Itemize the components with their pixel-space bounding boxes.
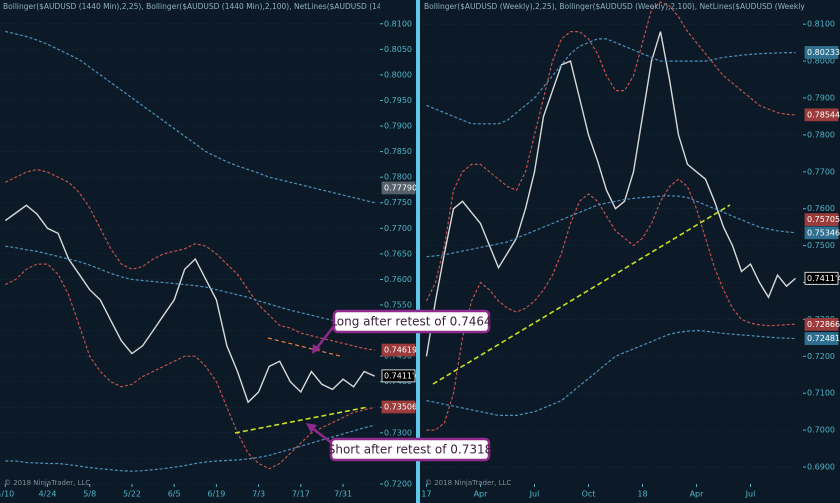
x-tick-label: 6/19 <box>207 490 225 499</box>
y-tick-label: 0.7750 <box>384 198 412 207</box>
y-tick-label: 0.7650 <box>384 249 412 258</box>
y-tick-label: 0.7100 <box>807 389 835 398</box>
price-marker <box>804 317 839 331</box>
band-line <box>5 245 375 332</box>
price-line <box>425 31 796 357</box>
callout-text: Long after retest of 0.7464 <box>330 315 491 329</box>
x-tick-label: 5/22 <box>123 490 141 499</box>
y-tick-label: 0.8000 <box>384 70 412 79</box>
x-tick-label: Oct <box>582 490 596 499</box>
x-tick-label: 7/3 <box>252 490 265 499</box>
x-tick-label: Apr <box>690 490 705 499</box>
price-marker <box>804 46 839 59</box>
y-tick-label: 0.7850 <box>384 147 412 156</box>
y-tick-label: 0.8100 <box>807 20 835 29</box>
panel-separator <box>416 0 420 503</box>
band-line <box>5 30 375 204</box>
x-tick-label: 7/31 <box>334 490 352 499</box>
x-tick-label: 7/17 <box>292 490 310 499</box>
x-tick-label: 18 <box>637 490 647 499</box>
band-line <box>5 168 375 351</box>
y-tick-label: 0.7600 <box>384 275 412 284</box>
callout: Long after retest of 0.7464 <box>312 309 492 354</box>
y-tick-label: 0.7900 <box>384 122 412 131</box>
chart-title: Bollinger($AUDUSD (Weekly),2,25), Bollin… <box>424 2 840 11</box>
y-tick-label: 0.7500 <box>807 241 835 250</box>
price-marker-label: 0.72481 <box>807 334 840 343</box>
y-tick-label: 0.7300 <box>384 428 412 437</box>
y-tick-label: 0.7950 <box>384 96 412 105</box>
right-panel: 17 Apr Jul Oct 18 Apr Jul <box>421 1 800 499</box>
band-line <box>426 329 796 416</box>
price-marker <box>804 332 839 345</box>
trend-line <box>234 406 369 434</box>
y-tick-label: 0.8050 <box>384 45 412 54</box>
x-tick-label: 17 <box>421 490 431 499</box>
price-marker <box>804 213 839 226</box>
x-tick-label: 6/5 <box>168 490 181 499</box>
callout: Short after retest of 0.7318 <box>306 423 493 462</box>
y-tick-label: 0.7900 <box>807 93 835 102</box>
band-line <box>5 263 375 470</box>
price-marker <box>381 400 416 414</box>
callout-arrow <box>311 427 334 445</box>
price-marker-label: 0.72866 <box>807 320 840 329</box>
band-line <box>426 195 796 258</box>
left-axis: 0.72000.72500.73000.73500.74000.74500.75… <box>380 19 419 489</box>
band-line <box>425 1 796 302</box>
price-marker <box>381 369 416 383</box>
y-tick-label: 0.8100 <box>384 19 412 28</box>
y-tick-label: 0.7200 <box>384 480 412 489</box>
price-marker-label: 0.7411'4 <box>384 371 419 380</box>
y-tick-label: 0.7600 <box>807 204 835 213</box>
band-line <box>426 38 796 125</box>
price-marker-label: 0.74619 <box>384 346 417 355</box>
price-marker-label: 0.80233 <box>807 48 840 57</box>
y-tick-label: 0.6900 <box>807 463 835 472</box>
trend-line <box>267 337 341 357</box>
price-marker-label: 0.7411'4 <box>807 274 840 283</box>
price-marker <box>381 181 416 195</box>
callout-arrowhead <box>312 344 321 354</box>
price-marker-label: 0.77790 <box>384 183 417 192</box>
price-line <box>4 204 375 404</box>
y-tick-label: 0.7800 <box>807 130 835 139</box>
callout-text: Short after retest of 0.7318 <box>328 443 493 457</box>
y-tick-label: 0.7700 <box>807 167 835 176</box>
price-marker <box>804 108 839 122</box>
x-tick-label: Jul <box>745 490 756 499</box>
price-marker <box>381 343 416 357</box>
y-tick-label: 0.7550 <box>384 301 412 310</box>
x-tick-label: 4/10 <box>0 490 14 499</box>
y-tick-label: 0.8000 <box>807 57 835 66</box>
y-tick-label: 0.7700 <box>384 224 412 233</box>
price-marker <box>804 271 839 285</box>
chart-title: Bollinger($AUDUSD (1440 Min),2,25), Boll… <box>3 2 443 11</box>
callout-arrow <box>315 325 335 350</box>
price-marker-label: 0.75705 <box>807 215 840 224</box>
y-tick-label: 0.7800 <box>384 173 412 182</box>
x-tick-label: Jul <box>529 490 540 499</box>
price-marker <box>804 226 839 240</box>
trend-line <box>432 204 731 385</box>
callout-box <box>332 309 491 334</box>
price-marker-label: 0.75346 <box>807 228 840 237</box>
x-tick-label: 4/24 <box>39 490 57 499</box>
band-line <box>5 424 375 472</box>
price-marker-label: 0.78544 <box>807 110 840 119</box>
price-marker-label: 0.73506 <box>384 402 417 411</box>
y-tick-label: 0.7000 <box>807 426 835 435</box>
y-tick-label: 0.7200 <box>807 352 835 361</box>
left-panel: 4/10 4/24 5/8 5/22 6/5 6/19 7/3 7/17 7/31 <box>0 23 380 499</box>
x-tick-label: Apr <box>474 490 489 499</box>
right-axis: 0.69000.70000.71000.72000.73000.74000.75… <box>803 20 840 472</box>
callout-box <box>329 437 491 462</box>
band-line <box>426 178 796 431</box>
footer: © 2018 NinjaTrader, LLC <box>425 479 511 487</box>
footer: © 2018 NinjaTrader, LLC <box>4 479 90 487</box>
callout-arrowhead <box>306 423 317 433</box>
x-tick-label: 5/8 <box>83 490 96 499</box>
